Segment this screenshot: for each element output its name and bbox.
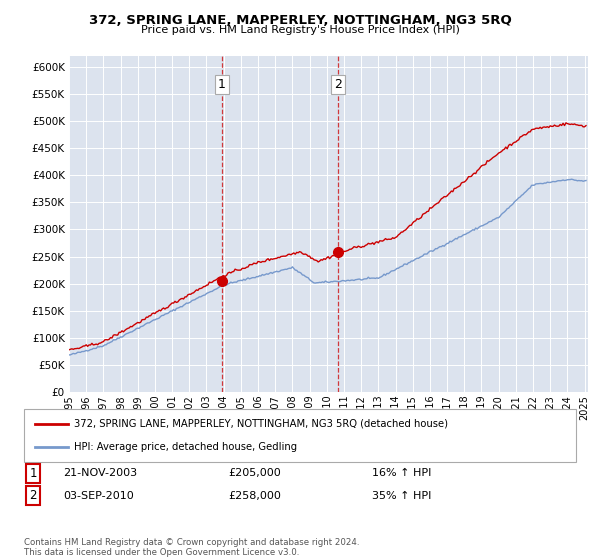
Text: 16% ↑ HPI: 16% ↑ HPI xyxy=(372,468,431,478)
Text: 21-NOV-2003: 21-NOV-2003 xyxy=(63,468,137,478)
Text: 1: 1 xyxy=(218,78,226,91)
Text: 2: 2 xyxy=(29,489,37,502)
Text: 372, SPRING LANE, MAPPERLEY, NOTTINGHAM, NG3 5RQ: 372, SPRING LANE, MAPPERLEY, NOTTINGHAM,… xyxy=(89,14,511,27)
Text: 2: 2 xyxy=(334,78,342,91)
Text: 35% ↑ HPI: 35% ↑ HPI xyxy=(372,491,431,501)
Text: 372, SPRING LANE, MAPPERLEY, NOTTINGHAM, NG3 5RQ (detached house): 372, SPRING LANE, MAPPERLEY, NOTTINGHAM,… xyxy=(74,419,448,429)
FancyBboxPatch shape xyxy=(24,409,576,462)
Text: Price paid vs. HM Land Registry's House Price Index (HPI): Price paid vs. HM Land Registry's House … xyxy=(140,25,460,35)
Text: £205,000: £205,000 xyxy=(228,468,281,478)
Text: HPI: Average price, detached house, Gedling: HPI: Average price, detached house, Gedl… xyxy=(74,442,297,452)
Text: Contains HM Land Registry data © Crown copyright and database right 2024.
This d: Contains HM Land Registry data © Crown c… xyxy=(24,538,359,557)
Text: £258,000: £258,000 xyxy=(228,491,281,501)
Text: 03-SEP-2010: 03-SEP-2010 xyxy=(63,491,134,501)
Text: 1: 1 xyxy=(29,466,37,480)
